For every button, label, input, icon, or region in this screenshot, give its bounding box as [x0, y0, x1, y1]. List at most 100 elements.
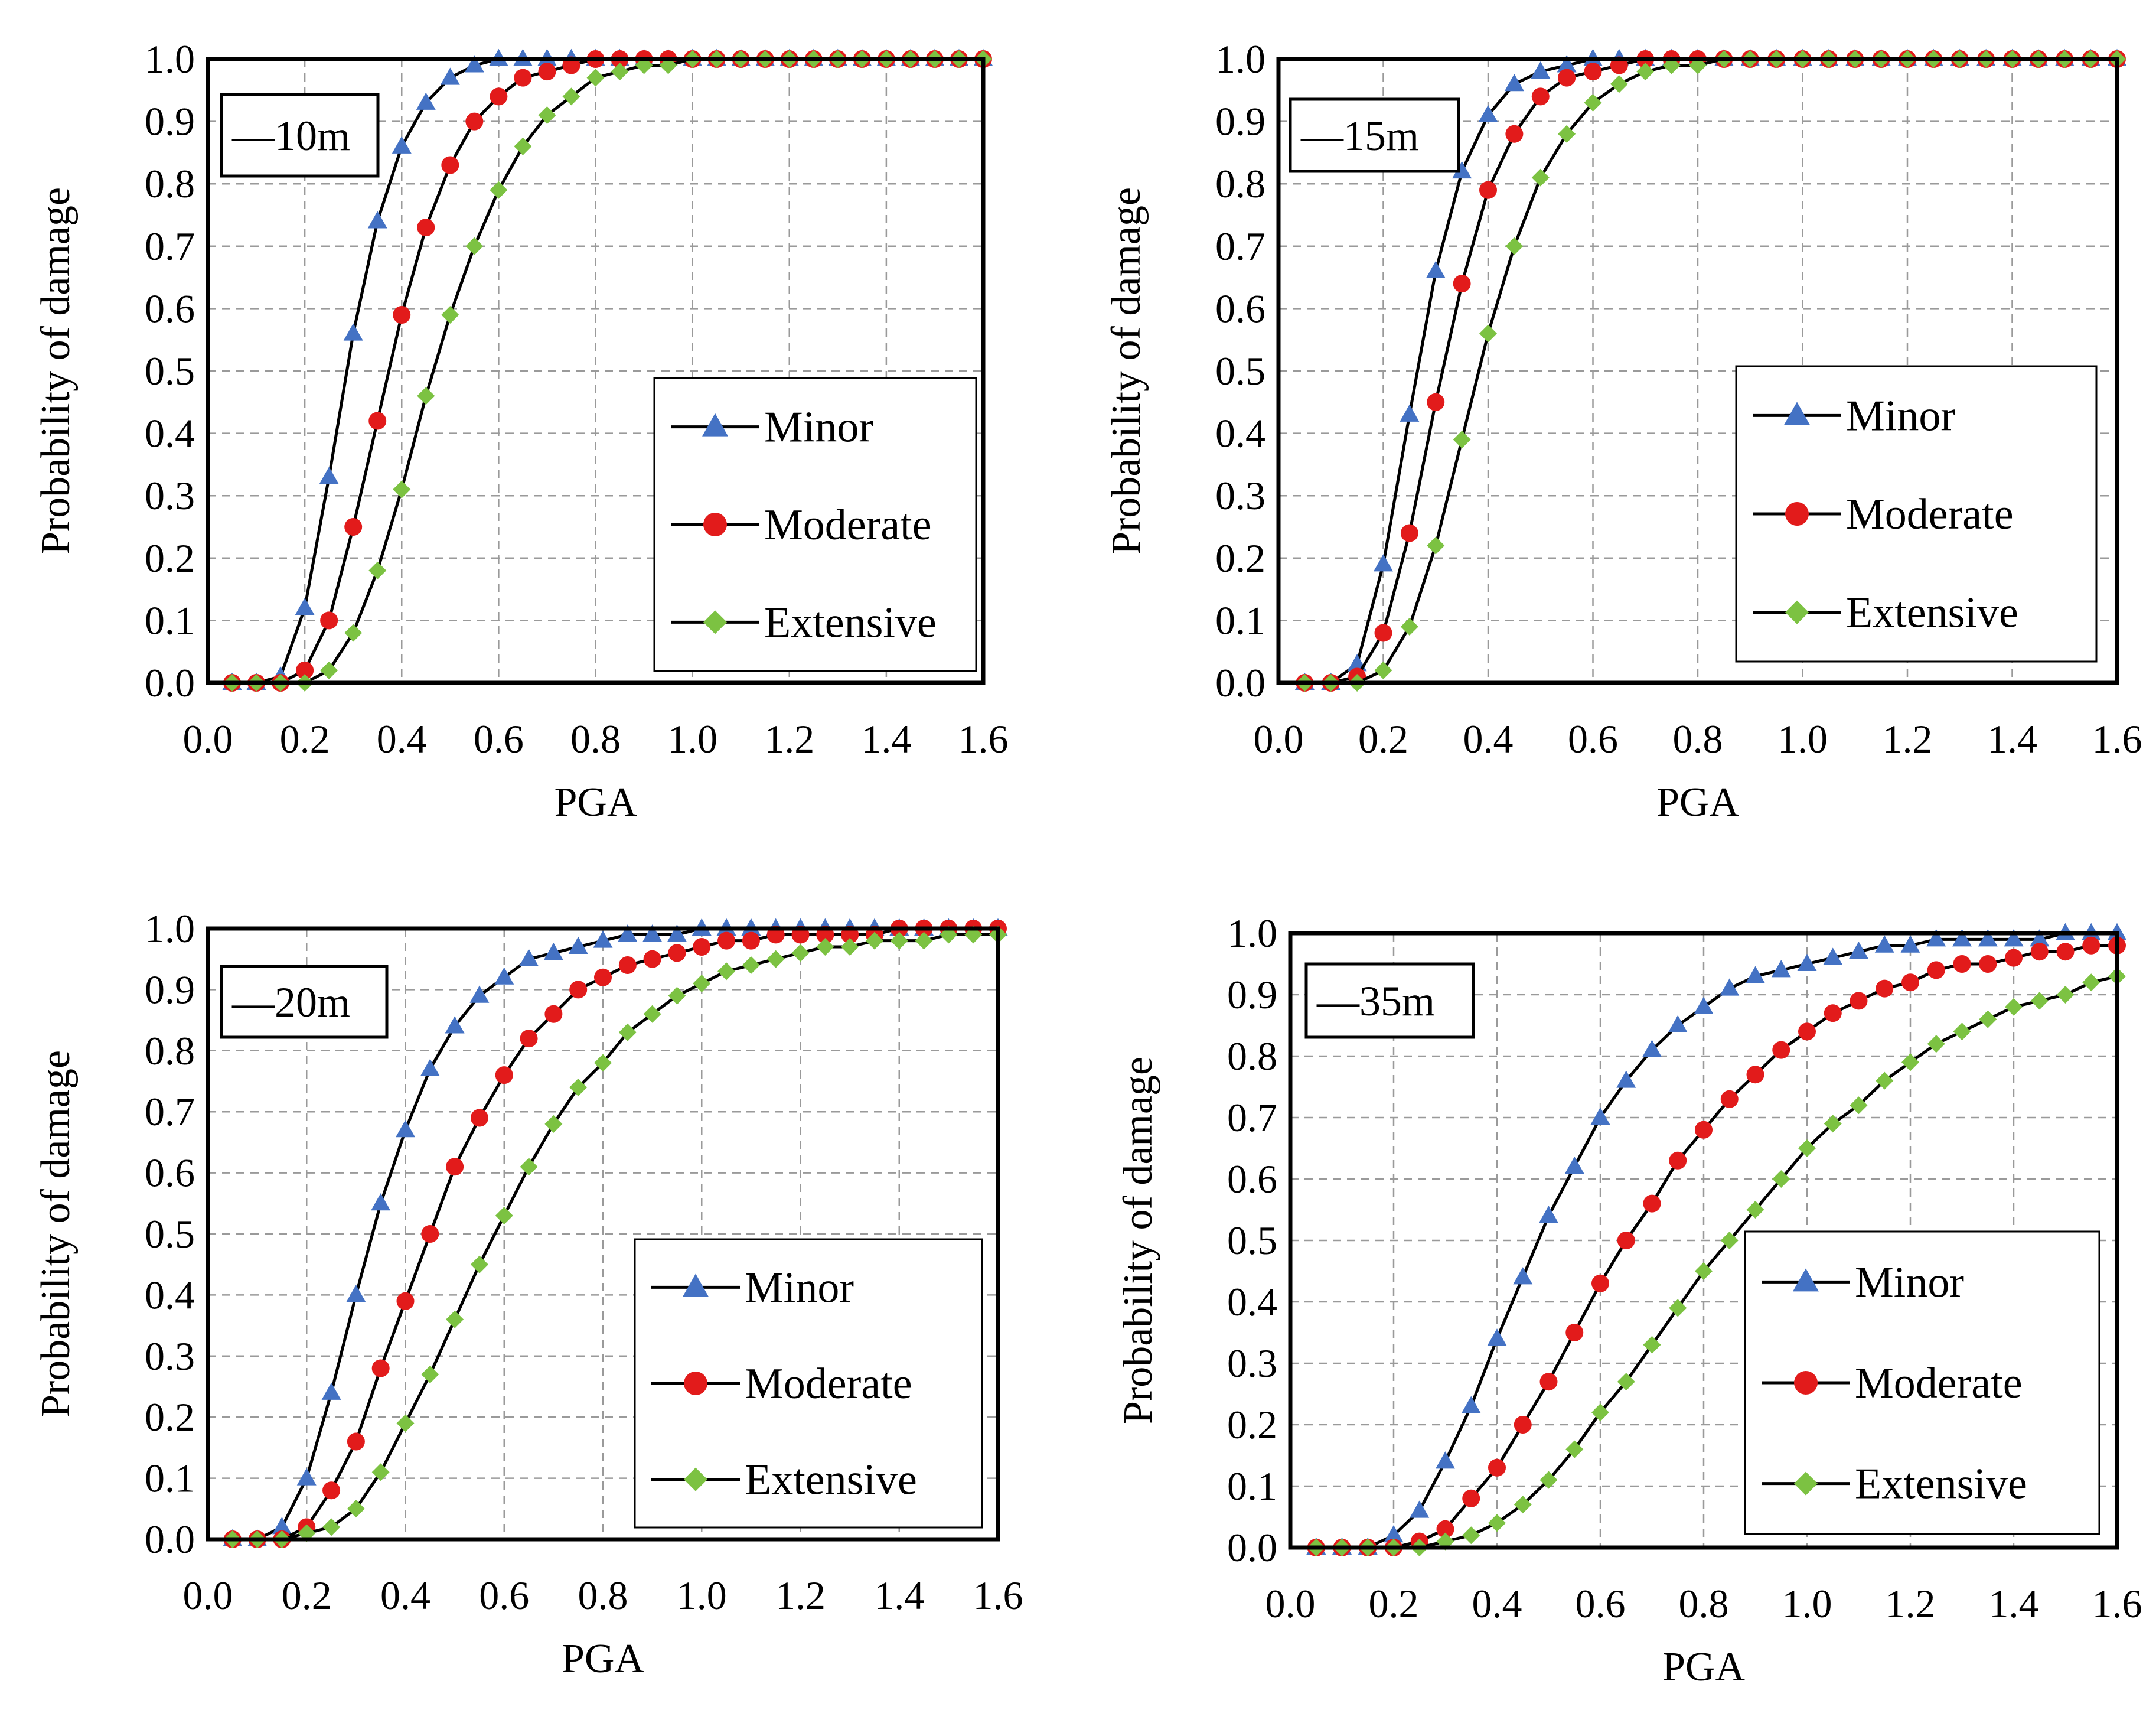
- x-tick-label: 0.0: [1254, 716, 1304, 761]
- minor-point: [1564, 1156, 1584, 1174]
- moderate-point: [1720, 1090, 1739, 1108]
- extensive-point: [1927, 1035, 1945, 1053]
- moderate-point: [2056, 943, 2075, 961]
- y-tick-label: 0.7: [145, 224, 195, 269]
- extensive-point: [717, 962, 736, 981]
- extensive-point: [417, 387, 435, 405]
- extensive-point: [841, 938, 859, 956]
- minor-point: [1642, 1040, 1662, 1057]
- minor-point: [1720, 978, 1740, 996]
- plot-frame: [206, 926, 1000, 1542]
- legend: Minor Moderate Extensive: [1744, 1230, 2100, 1535]
- y-tick-label: 1.0: [1215, 37, 1265, 82]
- legend-item-extensive: Extensive: [1762, 1460, 2027, 1509]
- y-axis-label: Probability of damage: [1115, 1057, 1161, 1424]
- extensive-point: [1565, 1440, 1584, 1458]
- x-tick-label: 1.6: [2092, 1581, 2142, 1626]
- minor-point: [1771, 960, 1791, 978]
- minor-point: [1874, 935, 1894, 953]
- extensive-point: [1374, 661, 1392, 679]
- moderate-point: [668, 944, 686, 962]
- moderate-point: [2082, 936, 2100, 955]
- extensive-point: [1505, 237, 1524, 255]
- depth-label-box: —20m: [220, 965, 389, 1039]
- extensive-point: [816, 938, 834, 956]
- minor-point: [519, 949, 539, 966]
- legend-marker-diamond: [1785, 600, 1809, 624]
- minor-point: [1410, 1500, 1430, 1518]
- y-axis-label: Probability of damage: [1104, 187, 1149, 555]
- y-tick-label: 0.8: [145, 161, 195, 206]
- moderate-point: [1669, 1151, 1687, 1170]
- depth-label-box: —15m: [1289, 97, 1460, 173]
- moderate-point: [495, 1066, 513, 1084]
- y-tick-label: 0.3: [1215, 473, 1265, 518]
- minor-point: [1487, 1328, 1507, 1346]
- plot-frame: [1288, 931, 2119, 1550]
- y-tick-label: 1.0: [145, 906, 195, 951]
- y-tick-label: 0.1: [1227, 1464, 1277, 1509]
- extensive-point: [544, 1115, 563, 1133]
- x-tick-label: 1.4: [874, 1573, 924, 1618]
- moderate-point: [1462, 1489, 1480, 1507]
- extensive-point: [742, 956, 760, 975]
- moderate-point: [1453, 275, 1471, 293]
- legend-label: Moderate: [1846, 490, 2014, 539]
- minor-point: [1849, 941, 1868, 959]
- y-tick-label: 0.8: [1215, 161, 1265, 206]
- legend-marker-triangle: [683, 1273, 709, 1297]
- extensive-point: [2030, 992, 2049, 1010]
- minor-point: [464, 55, 484, 73]
- x-tick-label: 0.8: [578, 1573, 628, 1618]
- y-tick-label: 1.0: [145, 37, 195, 82]
- x-tick-label: 0.4: [1472, 1581, 1522, 1626]
- moderate-point: [643, 950, 661, 968]
- legend-marker-circle: [703, 513, 727, 536]
- y-tick-label: 0.1: [1215, 598, 1265, 643]
- moderate-point: [347, 1432, 365, 1451]
- extensive-point: [569, 1078, 588, 1096]
- moderate-point: [1979, 955, 1997, 973]
- moderate-point: [514, 69, 532, 87]
- plot-frame: [206, 57, 986, 685]
- legend-item-minor: Minor: [651, 1263, 854, 1312]
- extensive-point: [594, 1054, 612, 1072]
- moderate-point: [1746, 1066, 1764, 1084]
- y-tick-label: 0.2: [145, 536, 195, 581]
- moderate-point: [1617, 1232, 1635, 1249]
- extensive-point: [441, 305, 459, 324]
- moderate-point: [1427, 393, 1445, 411]
- y-axis-label: Probability of damage: [33, 1050, 79, 1418]
- depth-label: —20m: [231, 979, 350, 1026]
- legend-item-minor: Minor: [1753, 392, 1955, 440]
- legend-label: Minor: [764, 403, 873, 452]
- minor-point: [2030, 929, 2050, 947]
- x-tick-label: 0.6: [1576, 1581, 1626, 1626]
- extensive-point: [1591, 1403, 1609, 1422]
- extensive-point: [470, 1255, 488, 1273]
- moderate-point: [465, 112, 484, 131]
- extensive-point: [693, 975, 711, 993]
- minor-point: [1513, 1267, 1533, 1285]
- minor-point: [1694, 996, 1714, 1014]
- y-tick-label: 0.5: [1227, 1218, 1277, 1263]
- y-tick-label: 0.2: [145, 1395, 195, 1439]
- y-tick-label: 0.3: [145, 473, 195, 518]
- extensive-point: [2056, 986, 2075, 1004]
- moderate-point: [2030, 943, 2049, 961]
- minor-point: [321, 1382, 341, 1400]
- x-axis-label: PGA: [1656, 780, 1739, 825]
- y-tick-label: 0.5: [145, 1211, 195, 1256]
- moderate-point: [470, 1109, 488, 1127]
- extensive-point: [586, 69, 605, 87]
- minor-point: [1668, 1015, 1688, 1032]
- moderate-point: [1505, 125, 1524, 143]
- moderate-point: [1584, 63, 1602, 81]
- x-tick-label: 1.0: [677, 1573, 727, 1618]
- y-tick-label: 0.9: [1227, 972, 1277, 1017]
- x-tick-label: 0.6: [1568, 716, 1618, 761]
- minor-point: [667, 924, 687, 942]
- extensive-point: [1479, 324, 1497, 343]
- x-tick-label: 1.2: [764, 716, 814, 761]
